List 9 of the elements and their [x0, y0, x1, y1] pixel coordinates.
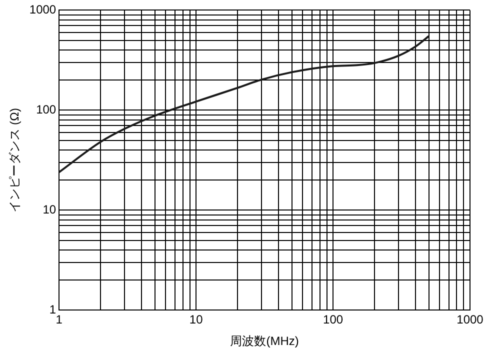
y-tick-label: 100	[36, 102, 56, 117]
x-axis-title: 周波数(MHz)	[230, 334, 299, 348]
y-axis-title: インピーダンス (Ω)	[8, 108, 22, 212]
x-tick-label: 1000	[456, 312, 484, 327]
y-tick-label: 1	[49, 302, 56, 317]
y-tick-label: 10	[42, 202, 56, 217]
y-tick-label: 1000	[29, 2, 56, 17]
x-tick-label: 10	[189, 312, 204, 327]
x-tick-label: 100	[323, 312, 344, 327]
